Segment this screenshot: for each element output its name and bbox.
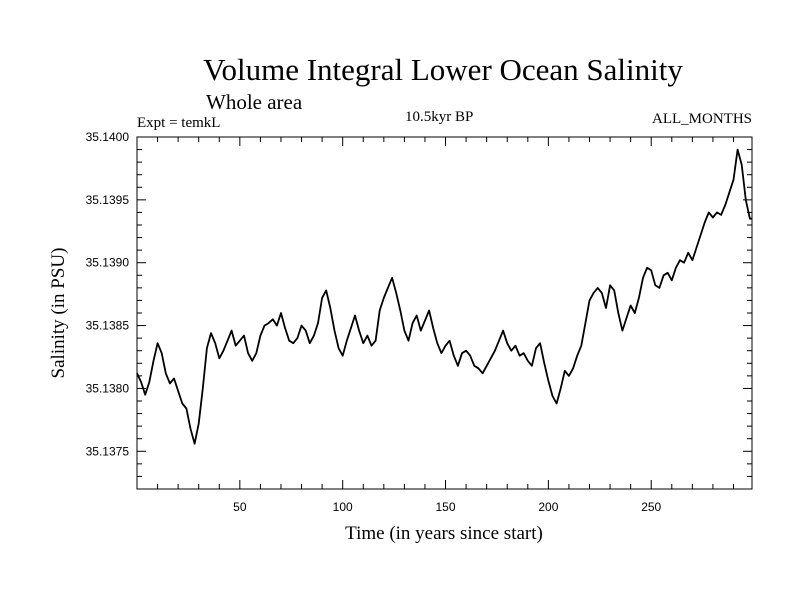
y-tick-label: 35.1390 [86,256,130,270]
plot-frame [136,136,753,490]
y-axis-title: Salinity (in PSU) [48,248,69,379]
x-axis-title: Time (in years since start) [345,523,543,544]
x-tick-label: 250 [641,500,661,514]
months-label: ALL_MONTHS [652,111,752,127]
x-tick-label: 50 [233,500,247,514]
experiment-label: Expt = temkL [137,115,221,131]
y-tick-label: 35.1375 [86,444,130,458]
y-tick-label: 35.1400 [86,130,130,144]
y-tick-label: 35.1385 [86,319,130,333]
axis-tick-labels: 50 100 150 200 250 35.1375 35.1380 35.1385 35.13… [86,130,662,514]
period-label: 10.5kyr BP [405,109,474,125]
x-tick-label: 200 [538,500,558,514]
axis-ticks [137,137,752,489]
x-tick-label: 100 [333,500,353,514]
chart-subtitle: Whole area [206,90,303,114]
chart-title: Volume Integral Lower Ocean Salinity [203,52,683,87]
x-tick-label: 150 [436,500,456,514]
salinity-series-line [136,148,752,445]
y-tick-label: 35.1395 [86,193,130,207]
y-tick-label: 35.1380 [86,381,130,395]
